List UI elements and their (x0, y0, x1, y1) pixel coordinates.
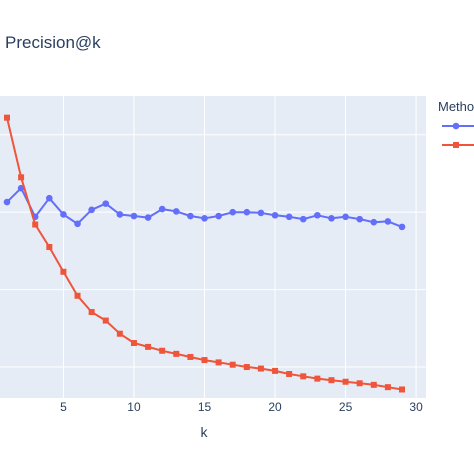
series-2-point (314, 375, 321, 382)
x-tick-label: 15 (198, 400, 212, 414)
series-2-point (229, 361, 236, 368)
series-1-point (102, 200, 110, 207)
gridlines (0, 96, 426, 398)
series-2-point (4, 114, 10, 121)
series-1-point (3, 198, 11, 206)
plot-area (0, 96, 426, 398)
series-1-point (314, 211, 321, 219)
series-1-point (158, 205, 166, 213)
series-1-point (285, 213, 293, 221)
series-2-point (201, 357, 208, 364)
series-2-point (215, 359, 222, 366)
series-2-point (272, 367, 279, 374)
series-2-point (145, 343, 152, 350)
series-1-point (370, 218, 378, 226)
legend[interactable]: Metho (438, 99, 474, 148)
series-1-point (187, 212, 194, 220)
series-1-point (46, 194, 53, 202)
series-2-point (88, 309, 95, 316)
legend-item-2[interactable] (442, 142, 474, 148)
series-2-point (187, 353, 194, 360)
series-1-point (172, 208, 180, 215)
series-1-point (74, 220, 81, 228)
legend-swatch-marker (453, 142, 459, 148)
series-2-point (116, 330, 123, 337)
series-1-point (398, 223, 406, 231)
series-1-point (229, 208, 237, 216)
series-2-point (356, 380, 363, 387)
series-1-point (60, 211, 67, 218)
series-2-point (130, 340, 137, 347)
legend-item-1[interactable] (442, 122, 474, 130)
series-2-point (300, 373, 307, 380)
series-1-point (299, 215, 307, 223)
chart-title: Precision@k (5, 33, 101, 52)
series-1-point (342, 213, 349, 221)
series-1-point (215, 212, 222, 220)
series-1-point (243, 208, 251, 216)
series-2-point (328, 377, 335, 384)
series-2-point (46, 244, 53, 250)
series-2-point (18, 174, 25, 181)
series-2-point (159, 347, 166, 354)
series-2-point (173, 350, 180, 357)
series-2-point (286, 370, 293, 377)
x-tick-labels: 5 10 15 20 25 30 (60, 400, 423, 414)
series-2-point (342, 378, 349, 385)
series-1-point (257, 209, 265, 217)
x-tick-label: 30 (409, 400, 423, 414)
x-tick-label: 20 (268, 400, 282, 414)
series-2-point (257, 365, 264, 372)
series-1-point (384, 218, 392, 225)
series-2-point (399, 386, 405, 393)
series-1-point (356, 215, 363, 223)
series-2-point (60, 268, 67, 275)
x-tick-label: 10 (127, 400, 141, 414)
series-1-point (88, 206, 95, 214)
series-1-point (116, 211, 124, 218)
x-tick-label: 5 (60, 400, 67, 414)
series-2-point (32, 221, 39, 228)
series-2-point (102, 317, 109, 324)
legend-swatch-marker (452, 122, 460, 130)
series-1-point (328, 215, 335, 222)
series-1-point (130, 212, 138, 220)
legend-title: Metho (438, 99, 474, 114)
x-tick-label: 25 (339, 400, 353, 414)
series-1-point (271, 211, 279, 219)
series-group (3, 114, 406, 393)
series-1-point (17, 184, 25, 192)
series-2-point (243, 364, 250, 371)
series-1-point (144, 214, 152, 221)
series-1-point (201, 215, 208, 222)
series-2-point (74, 292, 81, 299)
series-2-point (370, 381, 377, 388)
series-2-point (384, 384, 391, 391)
x-axis-label: k (201, 424, 209, 440)
